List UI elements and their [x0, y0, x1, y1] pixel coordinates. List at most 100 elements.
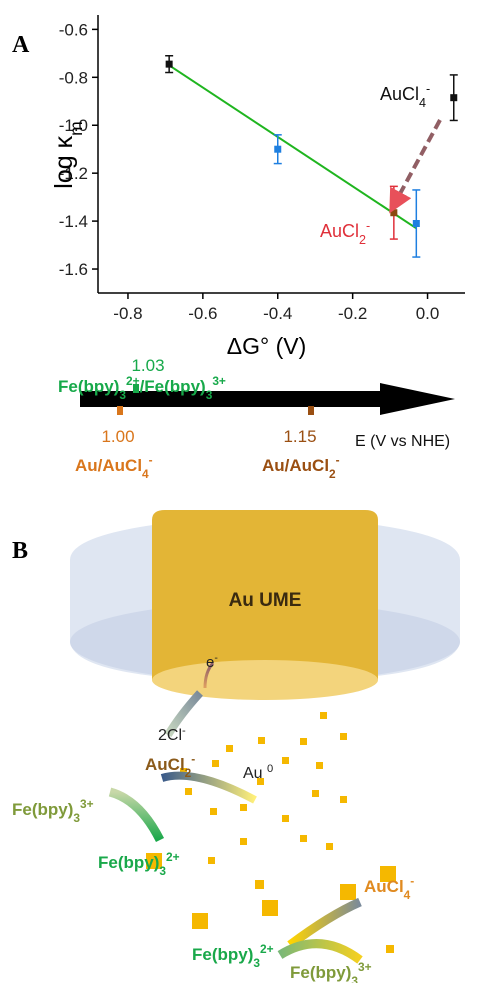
formula-subscript: 4: [419, 96, 426, 110]
panel-label: B: [12, 538, 28, 564]
y-tick-label: -1.0: [59, 116, 88, 135]
formula-text: AuCl: [320, 221, 359, 241]
formula-subscript: m: [66, 121, 86, 136]
oxidation-arrow: [108, 787, 165, 843]
electron-arrow: [203, 662, 215, 689]
formula-superscript: -: [410, 874, 414, 888]
formula-text: AuCl: [364, 877, 404, 896]
formula-subscript: 2: [185, 766, 192, 780]
redox-couple: Fe(bpy)32+/Fe(bpy)33+: [58, 374, 226, 402]
species-label: Au 0: [243, 763, 273, 782]
species-label: e-: [206, 652, 218, 671]
reduction-arrow: [160, 771, 257, 804]
labels: 1.03Fe(bpy)32+/Fe(bpy)33+1.00Au/AuCl4-1.…: [12, 356, 450, 983]
electrode-label: Au UME: [229, 590, 302, 611]
formula-subscript: 2: [359, 233, 366, 247]
data-point: [274, 145, 282, 153]
formula-text: Au/AuCl: [75, 456, 142, 475]
formula-text: Au: [243, 765, 267, 782]
potential-marker: [308, 406, 314, 415]
redox-arrow: [277, 939, 363, 964]
scale-arrow-shaft: [80, 391, 385, 407]
species-label: Fe(bpy)32+: [192, 942, 274, 970]
data-point: [412, 220, 420, 227]
redox-couple: Au/AuCl2-: [262, 453, 340, 481]
transfer-arrow: [389, 119, 442, 214]
formula-superscript: -: [336, 453, 340, 467]
potential-scale: [80, 383, 455, 415]
formula-subscript: 3: [253, 956, 260, 970]
formula-text: /Fe(bpy): [140, 377, 206, 396]
formula-subscript: 2: [329, 467, 336, 481]
formula-text: Fe(bpy): [290, 963, 351, 982]
panel-label: A: [12, 32, 30, 58]
formula-superscript: 2+: [126, 374, 140, 388]
formula-text: 2Cl: [158, 727, 182, 744]
species-label: Fe(bpy)33+: [12, 797, 94, 825]
annotation: AuCl4-: [380, 82, 430, 110]
formula-text: Fe(bpy): [98, 853, 159, 872]
formula-superscript: 0: [267, 763, 273, 775]
y-tick-label: -0.8: [59, 68, 88, 87]
species-label: AuCl2-: [145, 752, 195, 780]
species-label: Fe(bpy)33+: [290, 960, 372, 983]
formula-subscript: 3: [351, 974, 358, 983]
formula-text: Fe(bpy): [58, 377, 119, 396]
formula-superscript: -: [149, 453, 153, 467]
scale-arrow-head: [380, 383, 455, 415]
x-tick-label: -0.4: [263, 304, 292, 323]
scheme: [70, 510, 460, 964]
y-axis-label: log κm: [50, 121, 86, 188]
annotation: AuCl2-: [320, 219, 370, 247]
chart: -0.6 -0.8 -1.0 -1.2 -1.4 -1.6 -0.8 -0.6 -0.4 -0.2…: [50, 15, 465, 359]
formula-superscript: -: [182, 725, 186, 737]
x-tick-label: -0.8: [113, 304, 142, 323]
formula-text: AuCl: [380, 84, 419, 104]
electrode: [152, 510, 378, 680]
potential-value: 1.03: [131, 356, 164, 375]
chloride-arrow: [164, 690, 203, 738]
formula-superscript: 2+: [260, 942, 274, 956]
formula-text: AuCl: [145, 755, 185, 774]
species-label: AuCl4-: [364, 874, 414, 902]
potential-axis-label: E (V vs NHE): [355, 433, 450, 450]
formula-superscript: -: [426, 82, 430, 96]
formula-superscript: 2+: [166, 850, 180, 864]
dissolution-arrow: [287, 897, 362, 949]
formula-text: Fe(bpy): [12, 800, 73, 819]
potential-marker: [133, 384, 139, 393]
x-tick-label: -0.2: [338, 304, 367, 323]
formula-superscript: -: [214, 652, 218, 664]
gold-particles: [146, 712, 396, 953]
formula-superscript: 3+: [358, 960, 372, 974]
formula-subscript: 4: [404, 888, 411, 902]
fit-line: [168, 64, 417, 230]
x-axis-label: ΔG° (V): [227, 333, 307, 359]
formula-text: e: [206, 654, 214, 671]
y-tick-label: -1.4: [59, 212, 88, 231]
formula-subscript: 3: [159, 864, 166, 878]
potential-value: 1.15: [283, 427, 316, 446]
data-point: [450, 94, 458, 102]
formula-text: log κ: [50, 135, 78, 188]
redox-couple: Au/AuCl4-: [75, 453, 153, 481]
formula-subscript: 3: [119, 388, 126, 402]
formula-superscript: -: [191, 752, 195, 766]
formula-superscript: -: [366, 219, 370, 233]
formula-subscript: 3: [206, 388, 213, 402]
species-label: Fe(bpy)32+: [98, 850, 180, 878]
formula-subscript: 4: [142, 467, 149, 481]
formula-superscript: 3+: [80, 797, 94, 811]
potential-marker: [117, 406, 123, 415]
y-tick-label: -1.2: [59, 164, 88, 183]
species-label: 2Cl-: [158, 725, 186, 744]
formula-text: Fe(bpy): [192, 945, 253, 964]
potential-value: 1.00: [101, 427, 134, 446]
x-tick-label: 0.0: [416, 304, 440, 323]
formula-subscript: 3: [73, 811, 80, 825]
x-tick-label: -0.6: [188, 304, 217, 323]
formula-text: Au/AuCl: [262, 456, 329, 475]
data-point: [390, 209, 398, 217]
formula-superscript: 3+: [212, 374, 226, 388]
